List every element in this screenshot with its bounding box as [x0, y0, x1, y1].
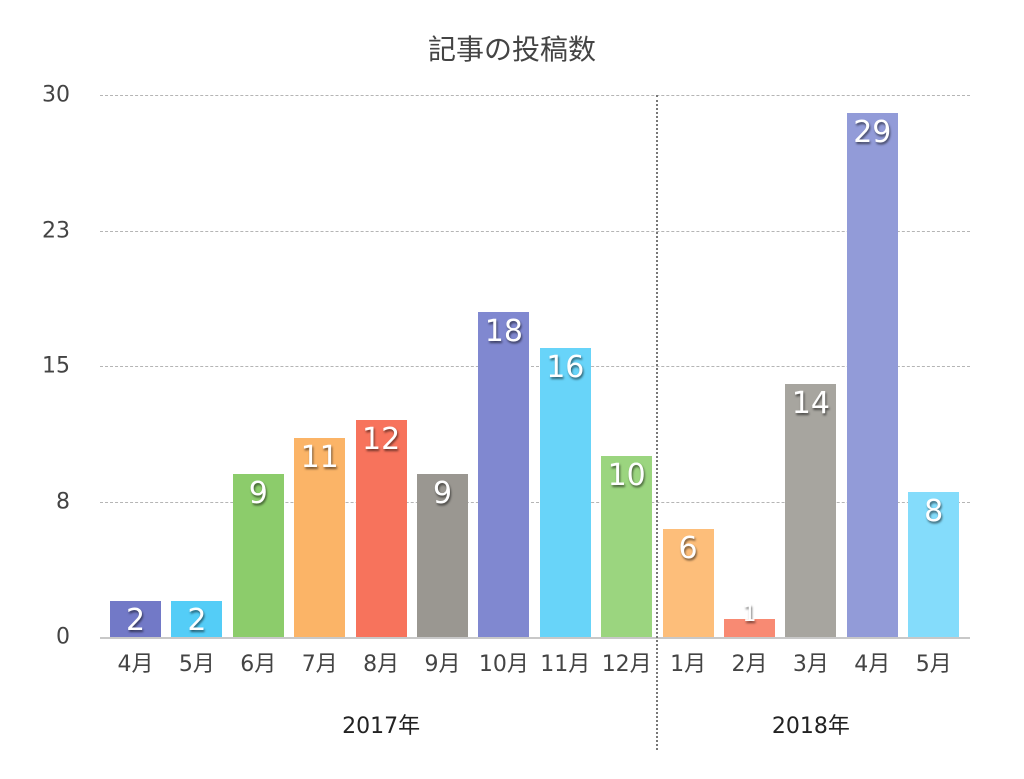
year-group-label: 2017年: [342, 714, 421, 739]
bar: 11: [294, 438, 346, 637]
x-tick-label: 6月: [240, 652, 277, 677]
bar-value-label: 9: [248, 476, 268, 512]
bar: 6: [662, 528, 714, 637]
gridline: [100, 501, 970, 503]
y-tick-label: 0: [56, 624, 70, 650]
y-tick-label: 15: [42, 353, 70, 379]
bar-value-label: 8: [924, 494, 944, 530]
bar-value-label: 14: [791, 386, 830, 422]
x-tick-label: 1月: [670, 652, 707, 677]
gridline: [100, 230, 970, 232]
x-tick-label: 7月: [301, 652, 338, 677]
bar: 12: [355, 420, 407, 637]
plot-area: 2 2 9 11 12 9 18 16 10 6 1 14 29 8: [100, 95, 970, 639]
y-tick-label: 8: [56, 489, 70, 514]
bar-value-label: 6: [678, 530, 698, 566]
year-group-label: 2018年: [771, 714, 850, 739]
x-tick-label: 10月: [478, 652, 529, 677]
year-divider: [656, 95, 658, 750]
bar-value-label: 12: [362, 422, 401, 458]
bar: 18: [478, 311, 530, 637]
bar: 8: [908, 492, 960, 637]
bar-value-label: 16: [546, 349, 585, 385]
y-tick-label: 30: [42, 82, 70, 108]
bar: 14: [785, 384, 837, 637]
bar: 29: [846, 113, 898, 637]
bar-value-label: 11: [300, 440, 339, 476]
x-tick-label: 5月: [915, 652, 952, 677]
bar: 2: [171, 600, 223, 638]
gridline: [100, 366, 970, 367]
bar-value-label: 2: [125, 602, 146, 638]
x-tick-label: 8月: [363, 652, 400, 677]
x-tick-label: 2月: [731, 652, 768, 677]
bar: 10: [601, 456, 653, 637]
bar: 9: [232, 474, 284, 637]
x-tick-label: 4月: [854, 652, 891, 677]
bar: 9: [417, 474, 468, 637]
bar-value-label: 9: [432, 476, 453, 512]
bar-value-label: 18: [484, 313, 523, 349]
bar-value-label: 1: [742, 601, 757, 627]
bar: 1: [724, 602, 775, 637]
x-tick-label: 9月: [424, 652, 461, 677]
bar-value-label: 10: [607, 458, 646, 494]
x-tick-label: 11月: [540, 652, 591, 677]
gridline: [100, 95, 970, 96]
bar: 16: [539, 347, 591, 637]
bar-value-label: 29: [853, 115, 892, 151]
x-axis-baseline: [100, 637, 970, 639]
x-tick-label: 4月: [117, 652, 154, 677]
x-tick-label: 3月: [792, 652, 829, 677]
chart-title: 記事の投稿数: [427, 33, 596, 66]
bar-value-label: 2: [187, 602, 207, 638]
bar: 2: [110, 600, 161, 638]
x-tick-label: 5月: [178, 652, 215, 677]
y-tick-label: 23: [42, 218, 70, 243]
x-tick-label: 12月: [601, 652, 652, 677]
